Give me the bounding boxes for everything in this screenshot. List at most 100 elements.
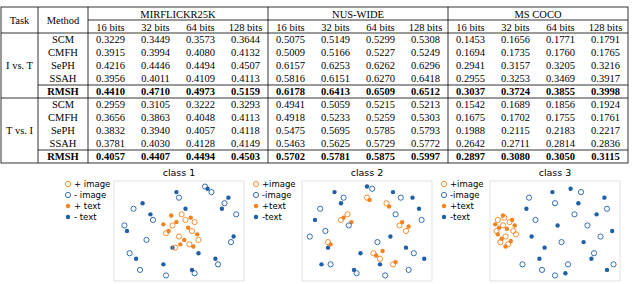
cell-value: 0.6270 bbox=[366, 73, 395, 84]
point bbox=[364, 195, 369, 200]
point bbox=[226, 195, 230, 199]
legend-label: -image bbox=[450, 190, 480, 200]
cell-value: 0.1702 bbox=[501, 112, 530, 123]
cell-value: 0.4132 bbox=[231, 47, 260, 58]
cell-value: 0.1791 bbox=[591, 34, 620, 45]
point bbox=[605, 268, 609, 272]
point bbox=[161, 222, 165, 226]
cell-value: 0.1675 bbox=[456, 112, 485, 123]
marks bbox=[122, 184, 239, 278]
scatter-panel: class 3+image-image+text-text bbox=[441, 167, 620, 281]
cell-value: 0.4216 bbox=[96, 60, 125, 71]
point bbox=[506, 242, 511, 247]
method-label: SSAH bbox=[50, 73, 77, 84]
point bbox=[127, 251, 132, 256]
point bbox=[313, 218, 317, 222]
method-label: SCM bbox=[52, 34, 75, 45]
point bbox=[192, 220, 197, 225]
table-frame bbox=[1, 7, 628, 163]
point bbox=[338, 217, 343, 222]
legend-marker bbox=[442, 204, 446, 208]
chart-title: class 1 bbox=[163, 167, 196, 178]
cell-value: 0.5259 bbox=[366, 112, 395, 123]
cell-value: 0.1735 bbox=[501, 47, 530, 58]
cell-value: 0.4030 bbox=[141, 138, 170, 149]
legend: + image- image+ text- text bbox=[65, 179, 110, 222]
dataset-header: MIRFLICKR25K bbox=[140, 9, 216, 20]
cell-value: 0.1453 bbox=[456, 34, 485, 45]
point bbox=[179, 212, 184, 217]
point bbox=[542, 245, 546, 249]
point bbox=[319, 262, 323, 266]
cell-value: 0.4113 bbox=[231, 73, 260, 84]
point bbox=[537, 257, 541, 261]
cell-value: 0.5475 bbox=[276, 125, 305, 136]
dataset-header: MS COCO bbox=[515, 9, 562, 20]
cell-value: 0.3469 bbox=[546, 73, 575, 84]
cell-value: 0.2217 bbox=[591, 125, 620, 136]
cell-value: 0.4080 bbox=[186, 47, 215, 58]
point bbox=[524, 207, 528, 211]
cell-value: 0.1689 bbox=[501, 99, 530, 110]
cell-value: 0.5009 bbox=[276, 47, 305, 58]
point bbox=[400, 220, 404, 224]
point bbox=[122, 223, 127, 228]
cell-value: 0.5227 bbox=[366, 47, 395, 58]
point bbox=[572, 212, 577, 217]
cell-value: 0.4973 bbox=[186, 86, 215, 97]
cell-value: 0.2959 bbox=[96, 99, 125, 110]
results-table: TaskMethodMIRFLICKR25K16 bits32 bits64 b… bbox=[1, 7, 628, 163]
rule bbox=[1, 33, 628, 34]
cell-value: 0.1988 bbox=[456, 125, 485, 136]
cell-value: 0.2897 bbox=[456, 151, 485, 162]
point bbox=[513, 223, 517, 227]
cell-value: 0.5303 bbox=[411, 112, 440, 123]
cell-value: 0.1771 bbox=[546, 34, 575, 45]
cell-value: 0.5875 bbox=[366, 151, 395, 162]
point bbox=[552, 201, 557, 206]
cell-value: 0.3940 bbox=[141, 125, 170, 136]
point bbox=[228, 240, 233, 245]
cell-value: 0.3956 bbox=[96, 73, 125, 84]
cell-value: 0.6253 bbox=[321, 60, 350, 71]
point bbox=[134, 257, 138, 261]
point bbox=[526, 195, 531, 200]
point bbox=[598, 234, 603, 239]
cell-value: 0.2642 bbox=[456, 138, 485, 149]
point bbox=[370, 186, 375, 191]
task-label: I vs. T bbox=[6, 60, 34, 71]
cell-value: 0.3080 bbox=[501, 151, 530, 162]
point bbox=[533, 217, 538, 222]
point bbox=[498, 240, 503, 245]
point bbox=[354, 271, 359, 276]
cell-value: 0.6151 bbox=[321, 73, 350, 84]
point bbox=[520, 262, 525, 267]
legend-marker bbox=[441, 181, 446, 186]
cell-value: 0.4011 bbox=[141, 73, 170, 84]
point bbox=[213, 257, 217, 261]
legend-marker bbox=[441, 192, 446, 197]
point bbox=[393, 212, 398, 217]
cell-value: 0.3293 bbox=[231, 99, 260, 110]
cell-value: 0.5997 bbox=[411, 151, 440, 162]
point bbox=[398, 195, 403, 200]
cell-value: 0.3915 bbox=[96, 47, 125, 58]
point bbox=[137, 267, 142, 272]
legend-marker bbox=[65, 181, 70, 186]
cell-value: 0.5215 bbox=[366, 99, 395, 110]
cell-value: 0.4918 bbox=[276, 112, 305, 123]
point bbox=[503, 234, 508, 239]
cell-value: 0.2115 bbox=[501, 125, 530, 136]
point bbox=[578, 190, 583, 195]
cell-value: 0.5149 bbox=[321, 34, 350, 45]
point bbox=[190, 268, 194, 272]
bits-header: 16 bits bbox=[96, 22, 124, 33]
legend: +image-image+text-text bbox=[441, 179, 483, 222]
bits-header: 32 bits bbox=[501, 22, 529, 33]
cell-value: 0.6512 bbox=[411, 86, 440, 97]
cell-value: 0.5793 bbox=[411, 125, 440, 136]
bits-header: 64 bits bbox=[186, 22, 214, 33]
point bbox=[196, 251, 200, 255]
point bbox=[202, 184, 207, 189]
point bbox=[169, 213, 173, 217]
